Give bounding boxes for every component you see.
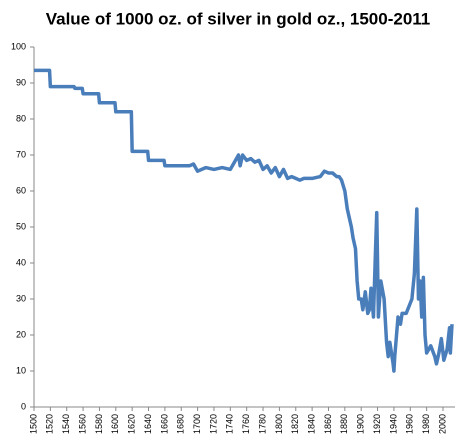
x-tick-label: 1680 <box>176 414 186 434</box>
x-tick-label: 1620 <box>127 414 137 434</box>
x-tick-label: 1640 <box>143 414 153 434</box>
y-tick-label: 60 <box>16 185 26 195</box>
y-tick-label: 80 <box>16 113 26 123</box>
x-tick-label: 1820 <box>290 414 300 434</box>
x-tick-label: 1800 <box>274 414 284 434</box>
x-tick-label: 1780 <box>257 414 267 434</box>
x-tick-label: 1660 <box>159 414 169 434</box>
y-tick-label: 70 <box>16 149 26 159</box>
x-tick-label: 1600 <box>110 414 120 434</box>
y-tick-label: 30 <box>16 293 26 303</box>
x-tick-label: 1980 <box>421 414 431 434</box>
x-tick-label: 1540 <box>61 414 71 434</box>
y-tick-label: 10 <box>16 365 26 375</box>
x-tick-label: 1840 <box>306 414 316 434</box>
x-tick-label: 1700 <box>192 414 202 434</box>
x-tick-label: 2000 <box>437 414 447 434</box>
x-tick-label: 1520 <box>45 414 55 434</box>
y-tick-label: 0 <box>21 401 26 411</box>
x-tick-label: 1580 <box>94 414 104 434</box>
y-tick-label: 100 <box>11 41 26 51</box>
x-tick-label: 1720 <box>208 414 218 434</box>
x-tick-label: 1880 <box>339 414 349 434</box>
x-tick-label: 1860 <box>323 414 333 434</box>
y-tick-label: 90 <box>16 77 26 87</box>
chart-title: Value of 1000 oz. of silver in gold oz.,… <box>46 9 431 28</box>
x-tick-label: 1740 <box>225 414 235 434</box>
x-tick-label: 1560 <box>77 414 87 434</box>
y-tick-label: 40 <box>16 257 26 267</box>
x-tick-label: 1940 <box>388 414 398 434</box>
y-tick-label: 20 <box>16 329 26 339</box>
line-series <box>34 68 454 373</box>
x-tick-label: 1960 <box>405 414 415 434</box>
x-tick-label: 1900 <box>356 414 366 434</box>
y-tick-label: 50 <box>16 221 26 231</box>
x-tick-label: 1760 <box>241 414 251 434</box>
x-tick-label: 1920 <box>372 414 382 434</box>
x-tick-label: 1500 <box>28 414 38 434</box>
